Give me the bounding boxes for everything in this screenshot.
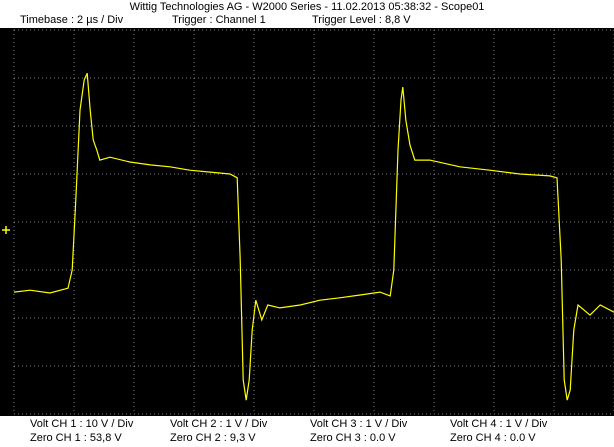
footer: Volt CH 1 : 10 V / Div Zero CH 1 : 53,8 V… xyxy=(30,418,548,444)
channel-volt: Volt CH 3 : 1 V / Div xyxy=(310,418,408,430)
trigger-marker xyxy=(2,226,10,234)
trace-layer xyxy=(13,72,614,401)
channel-volt: Volt CH 4 : 1 V / Div xyxy=(450,418,548,430)
channel-zero: Zero CH 2 : 9,3 V xyxy=(170,432,256,444)
channel-zero: Zero CH 3 : 0.0 V xyxy=(310,432,396,444)
waveform xyxy=(13,72,614,401)
channel-volt: Volt CH 1 : 10 V / Div xyxy=(30,418,134,430)
channel-volt: Volt CH 2 : 1 V / Div xyxy=(170,418,268,430)
trigger: Trigger : Channel 1 xyxy=(172,14,266,26)
trigger-level: Trigger Level : 8,8 V xyxy=(312,14,411,26)
channel-zero: Zero CH 4 : 0.0 V xyxy=(450,432,536,444)
timebase: Timebase : 2 µs / Div xyxy=(20,14,124,26)
channel-zero: Zero CH 1 : 53,8 V xyxy=(30,432,122,444)
title: Wittig Technologies AG - W2000 Series - … xyxy=(130,1,485,13)
grid xyxy=(13,29,614,415)
